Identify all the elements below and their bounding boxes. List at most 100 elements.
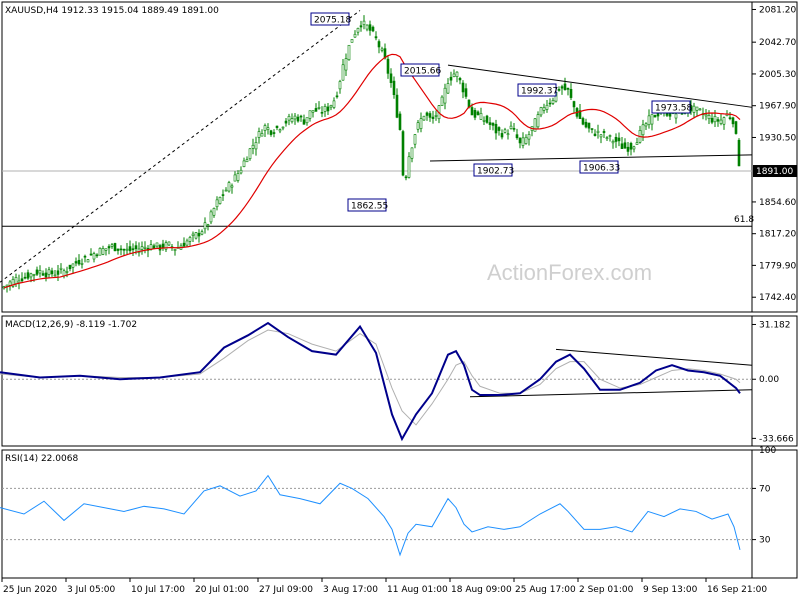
candle-body [296,116,300,122]
candle-body [401,131,405,176]
candle-body [287,116,291,121]
candle-body [122,248,126,251]
price-label: 2075.18 [314,16,351,26]
candle-body [59,267,63,270]
candle-body [485,115,489,123]
candle-body [368,24,372,31]
candle-body [641,124,645,136]
price-label: 1992.37 [521,87,558,97]
price-label: 1862.55 [351,202,388,212]
candle-body [734,121,738,134]
candle-body [251,144,255,149]
candle-body [452,73,456,77]
candle-body [632,146,636,150]
candle-body [473,110,477,118]
x-tick-label: 11 Aug 01:00 [387,585,448,595]
candle-body [611,141,615,144]
candle-body [143,246,147,249]
price-label-box [347,198,387,212]
candle-body [707,115,711,120]
candle-body [83,255,87,258]
candle-body [500,133,504,138]
candle-body [299,115,303,118]
candle-body [512,128,516,130]
macd-header: MACD(12,26,9) -8.119 -1.702 [5,320,137,330]
candle-body [527,134,531,140]
y-tick-label: 1817.20 [759,230,796,240]
candle-body [446,83,450,94]
candle-body [404,176,408,179]
candle-body [557,89,561,91]
candle-body [68,264,72,270]
candle-body [23,276,27,279]
macd-trendline-1 [469,389,753,398]
candle-body [302,119,306,125]
candle-body [581,118,585,125]
candle-body [32,274,36,276]
candle-body [128,246,132,252]
candle-body [197,232,201,237]
candle-body [134,245,138,250]
candle-body [323,106,327,112]
price-label: 2015.66 [404,67,441,77]
y-tick-label: 2081.20 [759,5,796,15]
candle-body [80,263,84,265]
candle-body [470,107,474,116]
candle-body [491,122,495,126]
candle-body [290,118,294,123]
candle-body [614,136,618,142]
candle-body [617,137,621,142]
candle-body [47,269,51,275]
candle-body [329,105,333,108]
candle-body [551,100,555,104]
macd-line [0,321,741,442]
candle-body [698,108,702,111]
price-label-box [517,83,557,97]
candle-body [278,129,282,132]
candle-body [536,114,540,128]
candle-body [188,237,192,242]
candle-body [395,94,399,118]
candle-body [356,27,360,33]
candle-body [713,116,717,123]
price-label-box [473,163,513,177]
candle-body [605,137,609,140]
y-tick-label: 100 [759,446,776,456]
y-tick-label: 0.00 [759,375,779,385]
candle-body [236,173,240,181]
x-tick-label: 10 Jul 17:00 [131,585,185,595]
candle-body [263,125,267,131]
candle-body [518,137,522,144]
price-label: 1973.58 [655,104,692,114]
candle-body [389,73,393,83]
candle-body [428,113,432,118]
candle-body [419,118,423,129]
candle-body [608,135,612,137]
current-price-label: 1891.00 [756,167,793,177]
candle-body [572,101,576,108]
candle-body [233,174,237,182]
candle-body [563,83,567,91]
candle-body [218,196,222,204]
candle-body [650,114,654,125]
candle-body [308,110,312,119]
candle-body [488,122,492,125]
candle-body [254,142,258,150]
candle-body [245,159,249,163]
candle-body [116,248,120,251]
candle-body [119,248,123,251]
candle-body [497,127,501,131]
candle-body [431,116,435,119]
candle-body [92,253,96,260]
candle-body [173,249,177,251]
candle-body [284,120,288,124]
candle-body [458,78,462,81]
candle-body [320,112,324,114]
candle-body [590,128,594,130]
candle-body [248,148,252,160]
candle-body [203,222,207,230]
candle-body [305,117,309,124]
rsi-line [0,474,741,557]
y-tick-label: 31.182 [759,320,791,330]
candle-body [266,127,270,130]
